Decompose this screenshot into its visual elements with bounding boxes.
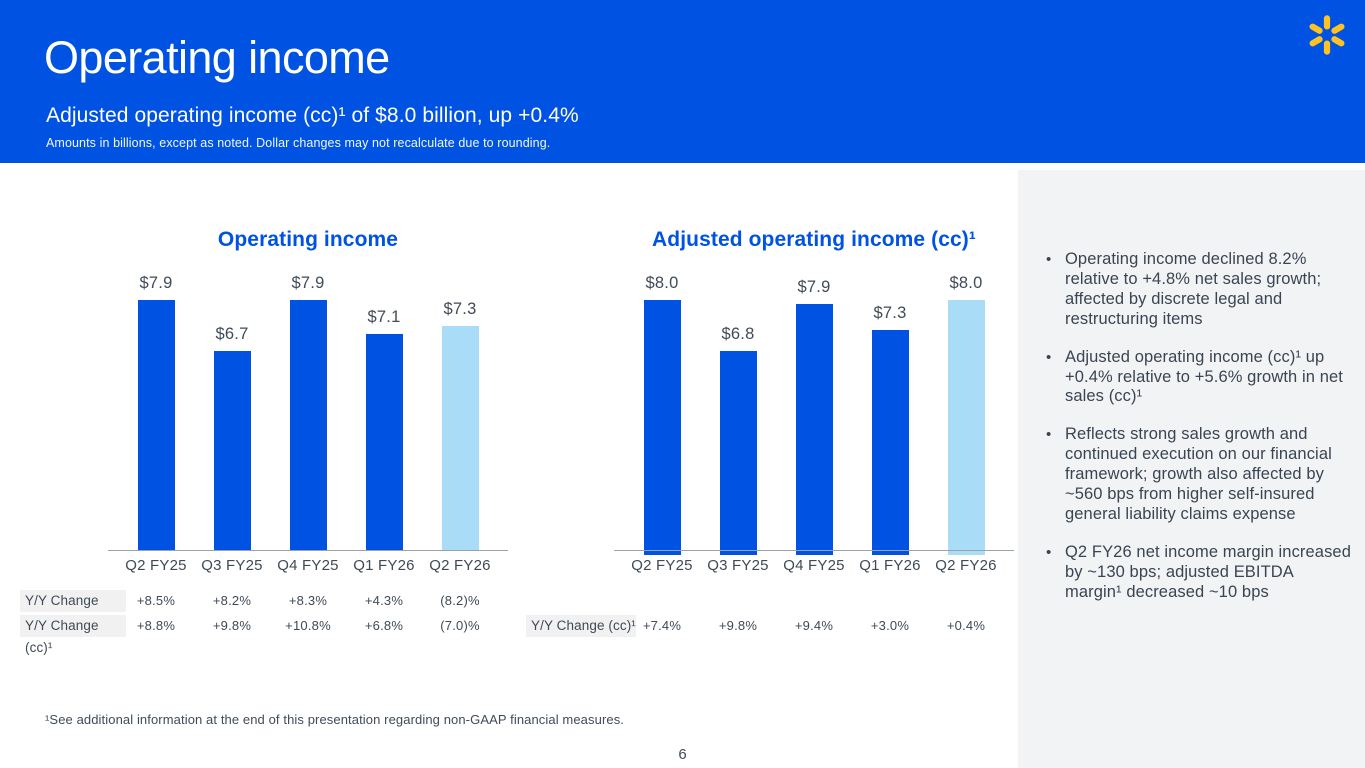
table-row-label-yy-change: Y/Y Change [20,590,126,612]
table-row-yy-change-cc: +8.8% +9.8% +10.8% +6.8% (7.0)% [118,615,498,637]
x-axis-label-q2-fy25: Q2 FY25 [631,557,693,574]
bullet-text: Operating income declined 8.2% relative … [1065,250,1322,328]
bar-q4-fy25 [795,304,833,555]
bar-value-label: $7.3 [443,300,477,318]
bar-value-label: $7.1 [367,308,401,326]
bullet-marker-icon: • [1046,251,1052,268]
page-note: Amounts in billions, except as noted. Do… [46,136,551,150]
bar-column-q2-fy25: $7.9 [118,274,194,551]
bullet-marker-icon: • [1046,348,1052,366]
chart-title-operating-income: Operating income [217,228,399,251]
chart-operating-income: $7.9 $6.7 $7.9 $7.1 $7.3 [118,274,498,551]
table-cell: +3.0% [870,618,910,633]
bar-value-label: $7.9 [139,274,173,292]
bullet-marker-icon: • [1046,543,1052,561]
table-cell: +8.5% [136,593,176,608]
x-axis-labels: Q2 FY25 Q3 FY25 Q4 FY25 Q1 FY26 Q2 FY26 [118,557,498,574]
header-band: Operating income Adjusted operating inco… [0,0,1365,163]
table-cell: +9.8% [718,618,758,633]
bar-q2-fy25 [137,300,175,551]
bar-q2-fy25 [643,300,681,555]
x-axis-label-q2-fy26: Q2 FY26 [935,557,997,574]
bar-value-label: $7.9 [291,274,325,292]
bar-q3-fy25 [719,351,757,555]
table-cell: +10.8% [285,618,331,633]
bar-column-q4-fy25: $7.9 [270,274,346,551]
table-cell: +7.4% [642,618,682,633]
table-cell: (8.2)% [440,593,480,608]
table-cell: +8.2% [212,593,252,608]
bar-q2-fy26 [947,300,985,555]
x-axis-label-q2-fy25: Q2 FY25 [125,557,187,574]
x-axis-label-q3-fy25: Q3 FY25 [707,557,769,574]
x-axis-label-q4-fy25: Q4 FY25 [277,557,339,574]
table-row-yy-change: +8.5% +8.2% +8.3% +4.3% (8.2)% [118,590,498,612]
footnote: ¹See additional information at the end o… [45,712,625,727]
bar-column-q1-fy26: $7.3 [852,274,928,555]
x-axis-label-q2-fy26: Q2 FY26 [429,557,491,574]
table-row-yy-change-cc: +7.4% +9.8% +9.4% +3.0% +0.4% [624,615,1004,637]
bar-column-q4-fy25: $7.9 [776,274,852,555]
bar-value-label: $6.8 [721,325,755,343]
bar-column-q2-fy25: $8.0 [624,274,700,555]
bar-q1-fy26 [871,330,909,555]
x-axis-labels: Q2 FY25 Q3 FY25 Q4 FY25 Q1 FY26 Q2 FY26 [624,557,1004,574]
x-axis-line [108,550,508,551]
chart-title-adjusted-operating-income: Adjusted operating income (cc)¹ [652,228,976,251]
x-axis-label-q1-fy26: Q1 FY26 [353,557,415,574]
x-axis-label-q3-fy25: Q3 FY25 [201,557,263,574]
page-subtitle: Adjusted operating income (cc)¹ of $8.0 … [46,104,579,127]
bullet-marker-icon: • [1046,426,1052,444]
table-row-label-yy-change-cc: Y/Y Change (cc)¹ [20,615,126,655]
bar-column-q3-fy25: $6.7 [194,274,270,551]
table-cell: (7.0)% [440,618,480,633]
bullet-item-1: • Operating income declined 8.2% relative… [1046,250,1351,330]
bullet-item-4: • Q2 FY26 net income margin increased by … [1046,543,1351,603]
table-cell: +8.3% [288,593,328,608]
table-cell: +9.4% [794,618,834,633]
bar-column-q1-fy26: $7.1 [346,274,422,551]
chart-adjusted-operating-income: $8.0 $6.8 $7.9 $7.3 $8.0 [624,274,1004,555]
table-cell: +9.8% [212,618,252,633]
table-cell: +4.3% [364,593,404,608]
bar-value-label: $7.9 [797,278,831,296]
bar-value-label: $7.3 [873,304,907,322]
bar-value-label: $6.7 [215,325,249,343]
bar-value-label: $8.0 [645,274,679,292]
page-title: Operating income [44,32,390,83]
bar-column-q3-fy25: $6.8 [700,274,776,555]
bar-q1-fy26 [365,334,403,551]
table-row-label-yy-change-cc: Y/Y Change (cc)¹ [526,615,636,637]
bar-q4-fy25 [289,300,327,551]
bar-q3-fy25 [213,351,251,551]
table-cell: +0.4% [946,618,986,633]
x-axis-label-q1-fy26: Q1 FY26 [859,557,921,574]
bar-value-label: $8.0 [949,274,983,292]
table-cell: +8.8% [136,618,176,633]
x-axis-label-q4-fy25: Q4 FY25 [783,557,845,574]
bullet-text: Q2 FY26 net income margin increased by ~… [1065,542,1351,601]
bar-column-q2-fy26: $8.0 [928,274,1004,555]
bullet-text: Adjusted operating income (cc)¹ up +0.4%… [1065,347,1343,406]
page-number: 6 [678,746,687,763]
commentary-panel: • Operating income declined 8.2% relative… [1018,170,1365,768]
table-cell: +6.8% [364,618,404,633]
bar-column-q2-fy26: $7.3 [422,274,498,551]
bullet-item-3: • Reflects strong sales growth and contin… [1046,425,1351,525]
x-axis-line [614,550,1014,551]
bullet-text: Reflects strong sales growth and continu… [1065,425,1332,523]
bullet-item-2: • Adjusted operating income (cc)¹ up +0.4… [1046,348,1351,408]
bar-q2-fy26 [441,326,479,551]
walmart-spark-icon [1309,15,1345,55]
